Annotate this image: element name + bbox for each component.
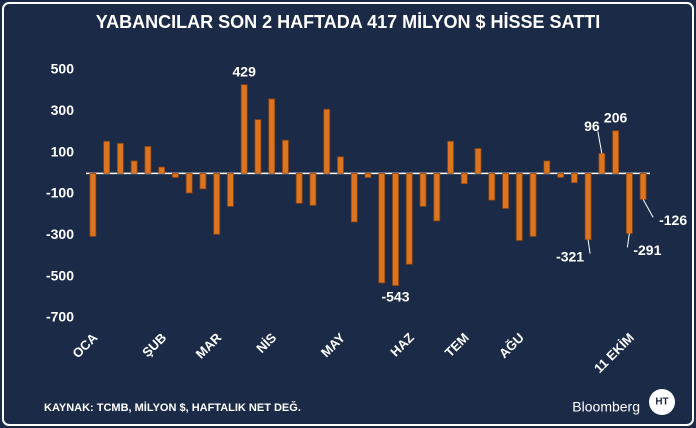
bar bbox=[309, 172, 317, 206]
data-label: -291 bbox=[633, 242, 661, 258]
data-label: -321 bbox=[556, 248, 584, 264]
bar bbox=[364, 172, 372, 178]
bar bbox=[570, 172, 578, 184]
bar bbox=[337, 156, 344, 174]
logo-badge bbox=[649, 389, 675, 415]
bar bbox=[254, 119, 262, 174]
bar bbox=[625, 172, 633, 234]
bar bbox=[639, 172, 647, 200]
bar bbox=[350, 172, 358, 223]
bar bbox=[144, 146, 152, 174]
data-label: 206 bbox=[604, 109, 628, 125]
bar bbox=[103, 140, 111, 174]
bar bbox=[433, 172, 441, 222]
bar bbox=[515, 172, 523, 241]
chart-title: YABANCILAR SON 2 HAFTADA 417 MİLYON $ Hİ… bbox=[96, 12, 600, 32]
bar bbox=[612, 130, 620, 174]
data-label: -543 bbox=[381, 288, 409, 304]
bar bbox=[557, 172, 564, 178]
data-label: -126 bbox=[659, 212, 687, 228]
bar bbox=[378, 172, 386, 284]
y-tick-label: 100 bbox=[51, 143, 75, 159]
bar bbox=[323, 108, 331, 174]
bar bbox=[488, 172, 496, 201]
bar bbox=[405, 172, 413, 265]
bar bbox=[543, 160, 551, 174]
bar bbox=[460, 172, 468, 185]
bar bbox=[447, 140, 454, 174]
bar bbox=[240, 84, 248, 174]
bar bbox=[392, 172, 399, 286]
bar bbox=[295, 172, 303, 204]
bar bbox=[282, 139, 289, 174]
bar bbox=[185, 172, 193, 194]
bar bbox=[227, 172, 234, 207]
bar bbox=[598, 153, 606, 174]
bar bbox=[502, 172, 509, 209]
source-note: KAYNAK: TCMB, MİLYON $, HAFTALIK NET DEĞ… bbox=[44, 401, 301, 414]
data-label: 429 bbox=[233, 63, 257, 79]
bar bbox=[584, 172, 592, 241]
label-leader bbox=[587, 239, 591, 254]
label-leader bbox=[642, 199, 654, 218]
bar bbox=[116, 142, 124, 174]
bar bbox=[158, 166, 166, 174]
bar bbox=[199, 172, 207, 190]
bar bbox=[529, 172, 537, 237]
label-leader bbox=[597, 131, 603, 154]
logo-text: HT bbox=[655, 397, 668, 408]
label-leader bbox=[626, 233, 630, 248]
bar bbox=[89, 172, 97, 237]
bar bbox=[213, 172, 221, 235]
y-tick-label: -300 bbox=[46, 226, 74, 242]
brand: Bloomberg bbox=[572, 399, 640, 415]
bar bbox=[268, 98, 276, 174]
bar bbox=[172, 172, 179, 178]
data-label: 96 bbox=[584, 118, 600, 134]
y-tick-label: -700 bbox=[46, 309, 74, 325]
y-tick-label: -500 bbox=[46, 267, 74, 283]
y-tick-label: 300 bbox=[51, 102, 75, 118]
y-tick-label: -100 bbox=[46, 185, 74, 201]
y-tick-label: 500 bbox=[51, 61, 75, 77]
bar bbox=[474, 148, 482, 174]
bar bbox=[130, 160, 138, 174]
bar bbox=[419, 172, 427, 207]
